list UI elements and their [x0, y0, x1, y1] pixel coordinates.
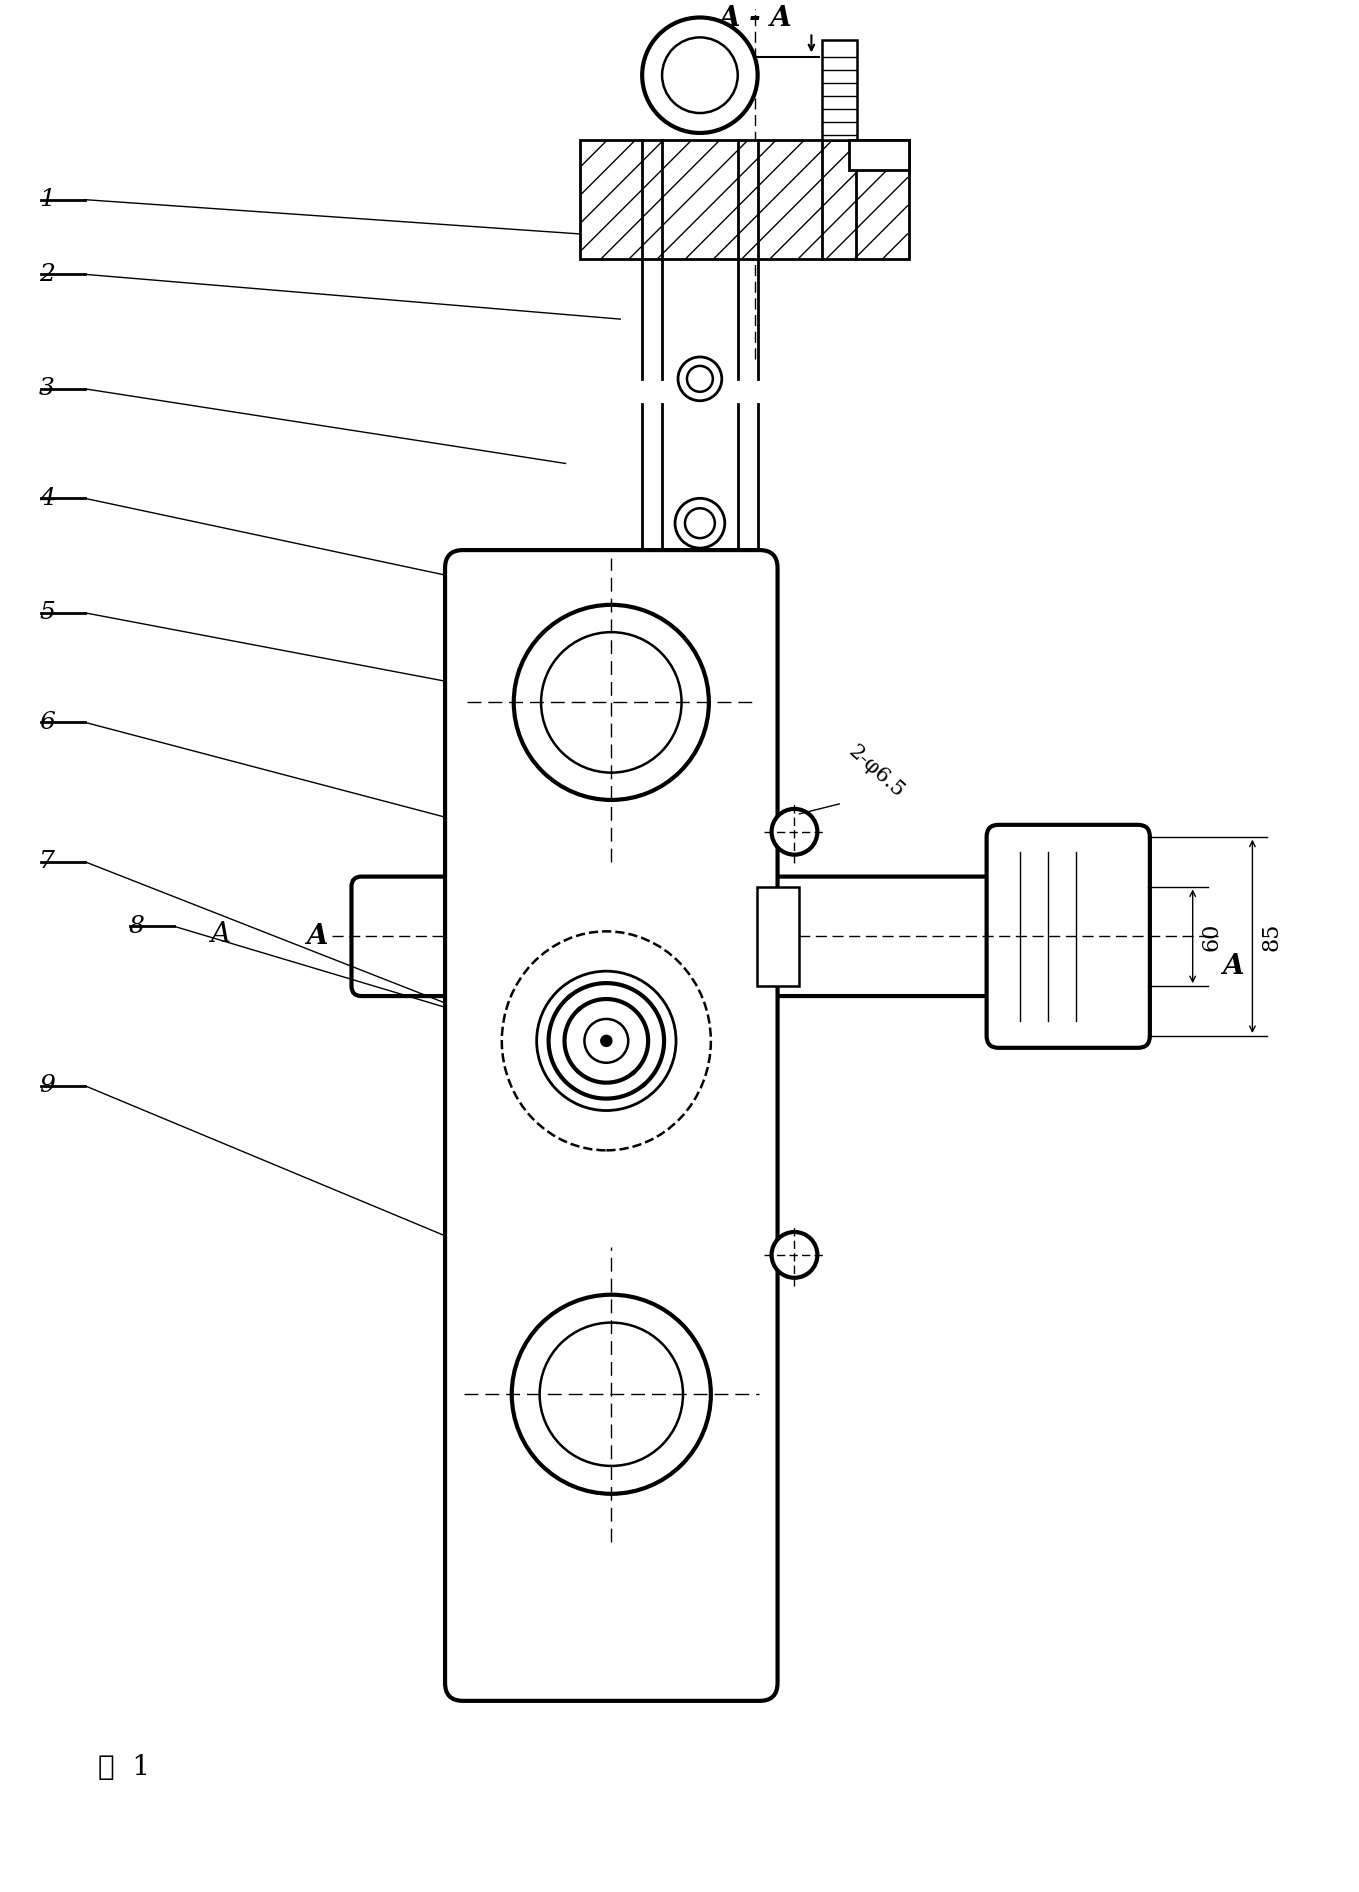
Text: 4: 4 — [39, 486, 54, 509]
Circle shape — [601, 1037, 612, 1046]
Text: 85: 85 — [1260, 921, 1283, 950]
Circle shape — [662, 38, 738, 114]
Circle shape — [537, 971, 675, 1111]
Text: 3: 3 — [39, 377, 54, 401]
FancyBboxPatch shape — [352, 876, 1068, 995]
Text: 9: 9 — [39, 1075, 54, 1097]
Polygon shape — [463, 568, 760, 1684]
Circle shape — [584, 1020, 628, 1063]
Circle shape — [512, 1294, 711, 1495]
Text: A: A — [306, 923, 328, 950]
Text: A: A — [211, 921, 230, 948]
FancyBboxPatch shape — [987, 825, 1150, 1048]
Circle shape — [675, 498, 724, 549]
Circle shape — [686, 365, 713, 392]
Text: 7: 7 — [39, 850, 54, 874]
FancyBboxPatch shape — [444, 551, 777, 1701]
Circle shape — [685, 509, 715, 537]
Bar — [757, 887, 799, 986]
Text: 5: 5 — [39, 602, 54, 624]
Bar — [822, 40, 858, 140]
Circle shape — [772, 810, 817, 855]
Text: 图  1: 图 1 — [98, 1754, 149, 1780]
Circle shape — [540, 1323, 684, 1466]
Circle shape — [541, 632, 682, 772]
Text: 1: 1 — [39, 187, 54, 212]
Bar — [849, 140, 909, 170]
Text: 6: 6 — [39, 711, 54, 734]
Text: A: A — [1222, 954, 1243, 980]
Text: A - A: A - A — [718, 6, 791, 32]
Circle shape — [514, 605, 709, 800]
Circle shape — [643, 17, 758, 132]
Text: 2-φ6.5: 2-φ6.5 — [844, 742, 908, 802]
Text: 2: 2 — [39, 263, 54, 286]
Text: 8: 8 — [129, 916, 144, 938]
Circle shape — [772, 1232, 817, 1277]
Text: 60: 60 — [1200, 921, 1223, 950]
Ellipse shape — [501, 931, 711, 1150]
Circle shape — [678, 358, 722, 401]
Bar — [580, 140, 909, 259]
